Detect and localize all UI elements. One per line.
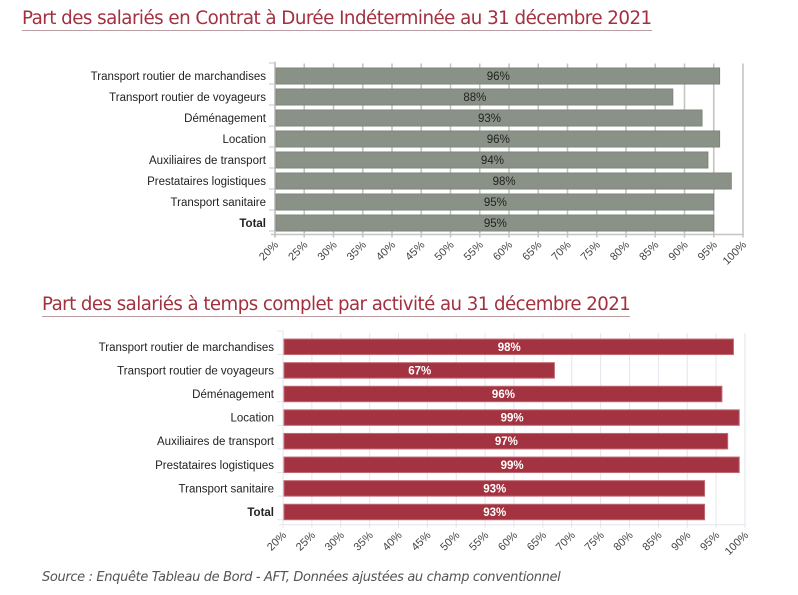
x-tick-label: 35% bbox=[352, 529, 376, 553]
bar bbox=[275, 109, 703, 127]
x-tick-label: 50% bbox=[438, 529, 462, 553]
bar bbox=[275, 151, 709, 169]
x-tick-label: 60% bbox=[496, 529, 520, 553]
category-label: Total bbox=[239, 218, 266, 230]
category-label: Location bbox=[223, 134, 266, 146]
bar bbox=[275, 214, 715, 232]
bar bbox=[275, 130, 721, 148]
x-tick-label: 30% bbox=[323, 529, 347, 553]
bar bbox=[283, 480, 706, 497]
category-label: Auxiliaires de transport bbox=[157, 436, 275, 448]
chart-title-full-time: Part des salariés à temps complet par ac… bbox=[42, 294, 631, 317]
x-tick-label: 55% bbox=[467, 529, 491, 553]
bar bbox=[283, 456, 740, 474]
category-label: Déménagement bbox=[192, 389, 275, 401]
x-tick-label: 25% bbox=[294, 529, 318, 553]
chart-cdi: 20% 25% 30% 35% 40% 45% 50% 55% 60% 65% 70% 75% 80% 8… bbox=[91, 61, 749, 268]
category-label: Prestataires logistiques bbox=[155, 460, 274, 472]
x-tick-label: 70% bbox=[554, 529, 578, 553]
chart-title-cdi: Part des salariés en Contrat à Durée Ind… bbox=[22, 8, 652, 31]
x-tick-label: 80% bbox=[612, 529, 636, 553]
bar-value-label: 95% bbox=[484, 218, 507, 230]
category-label: Transport sanitaire bbox=[171, 197, 266, 209]
bar-value-label: 99% bbox=[501, 413, 524, 425]
category-label: Auxiliaires de transport bbox=[149, 155, 267, 167]
x-tick-label: 20% bbox=[265, 529, 289, 553]
category-label: Transport routier de voyageurs bbox=[117, 365, 274, 377]
bar-value-label: 97% bbox=[495, 436, 518, 448]
bar-value-label: 94% bbox=[481, 155, 504, 167]
source-note: Source : Enquête Tableau de Bord - AFT, … bbox=[42, 570, 561, 585]
bar-value-label: 98% bbox=[498, 342, 521, 354]
bar-value-label: 96% bbox=[487, 71, 510, 83]
x-tick-label: 40% bbox=[381, 529, 405, 553]
category-label: Prestataires logistiques bbox=[147, 176, 266, 188]
category-label: Location bbox=[231, 413, 274, 425]
bar-value-label: 96% bbox=[492, 389, 515, 401]
bar-value-label: 93% bbox=[483, 483, 506, 495]
bar bbox=[283, 338, 734, 356]
category-label: Transport routier de marchandises bbox=[99, 342, 275, 354]
bar-value-label: 93% bbox=[478, 113, 501, 125]
category-label: Déménagement bbox=[184, 113, 267, 125]
bar bbox=[283, 385, 723, 403]
bar bbox=[275, 67, 721, 85]
x-tick-label: 100% bbox=[723, 529, 752, 558]
bar bbox=[275, 88, 674, 106]
category-label: Transport sanitaire bbox=[179, 483, 274, 495]
category-label: Total bbox=[247, 507, 274, 519]
category-label: Transport routier de marchandises bbox=[91, 71, 267, 83]
bar-value-label: 67% bbox=[408, 365, 431, 377]
x-tick-label: 45% bbox=[409, 529, 433, 553]
x-tick-label: 85% bbox=[640, 529, 664, 553]
x-tick-label: 75% bbox=[583, 529, 607, 553]
bar bbox=[275, 193, 715, 211]
bar-value-label: 95% bbox=[484, 197, 507, 209]
bar bbox=[283, 432, 729, 450]
bar-value-label: 88% bbox=[463, 92, 486, 104]
bar-value-label: 93% bbox=[483, 507, 506, 519]
bar-value-label: 96% bbox=[487, 134, 510, 146]
x-tick-label: 95% bbox=[698, 529, 722, 553]
bar bbox=[283, 362, 555, 379]
bar bbox=[275, 172, 732, 190]
bar-value-label: 98% bbox=[493, 176, 516, 188]
x-tick-label: 90% bbox=[669, 529, 693, 553]
bar bbox=[283, 409, 740, 426]
x-tick-label: 65% bbox=[525, 529, 549, 553]
chart-full-time: 20% 25% 30% 35% 40% 45% 50% 55% 60% 65% 70% 75% 80% 8… bbox=[99, 330, 752, 558]
category-label: Transport routier de voyageurs bbox=[109, 92, 266, 104]
bar bbox=[283, 503, 706, 521]
bar-value-label: 99% bbox=[501, 460, 524, 472]
